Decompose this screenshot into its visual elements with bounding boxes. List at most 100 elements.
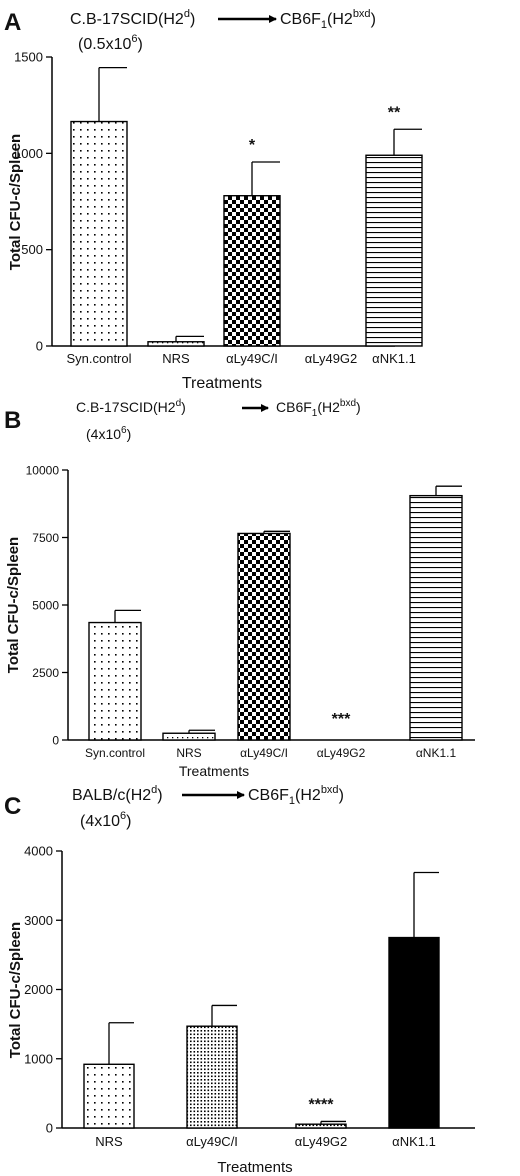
bar [83, 1063, 135, 1129]
donor-close: ) [181, 399, 186, 415]
bar [162, 732, 216, 741]
category-label: αLy49G2 [305, 351, 358, 366]
panel-header: BALB/c(H2d) [72, 784, 163, 804]
bar [409, 494, 463, 741]
y-axis-label: Total CFU-c/Spleen [5, 537, 22, 673]
significance-label: *** [332, 711, 351, 728]
x-axis-label: Treatments [182, 375, 262, 392]
chart-a: 0 500 1000 1500 Total CFU-c/Spleen Syn.contro… [7, 50, 423, 392]
category-label: NRS [162, 351, 190, 366]
bar [237, 532, 291, 741]
category-label: Syn.control [85, 746, 145, 760]
dose-text: (0.5x10 [78, 36, 131, 53]
recipient-close: ) [371, 11, 376, 28]
panel-letter: A [4, 9, 21, 36]
bar [295, 1123, 347, 1129]
dose-text: (4x10 [86, 426, 121, 442]
dose-sup: 6 [121, 425, 127, 436]
category-label: αNK1.1 [392, 1134, 436, 1149]
dose-label: (4x106) [80, 810, 131, 830]
recipient-mid: (H2 [295, 787, 321, 804]
recipient-sup: bxd [353, 8, 371, 20]
category-label: Syn.control [66, 351, 131, 366]
y-tick-label: 7500 [32, 531, 59, 545]
y-tick-label: 2500 [32, 666, 59, 680]
donor-sup: d [176, 398, 182, 409]
dose-label: (0.5x106) [78, 33, 143, 53]
y-axis-label: Total CFU-c/Spleen [7, 134, 24, 270]
bar [70, 120, 128, 347]
y-tick-label: 3000 [24, 913, 53, 928]
panel-header: C.B-17SCID(H2d) [70, 8, 195, 28]
category-label: αLy49G2 [295, 1134, 348, 1149]
chart-c: 0 1000 2000 3000 4000 Total CFU-c/Spleen NRS αL… [7, 844, 475, 1176]
dose-text: (4x10 [80, 813, 120, 830]
significance-label: ** [388, 104, 401, 121]
donor-label: C.B-17SCID(H2 [70, 11, 184, 28]
donor-sup: d [151, 784, 157, 796]
dose-sup: 6 [120, 810, 126, 822]
bar [223, 195, 281, 347]
category-label: αNK1.1 [416, 746, 457, 760]
category-label: αLy49C/I [226, 351, 278, 366]
bar [147, 341, 205, 347]
recipient-close: ) [339, 787, 344, 804]
donor-label: BALB/c(H2 [72, 787, 151, 804]
x-axis-label: Treatments [217, 1159, 292, 1176]
panel-c: C BALB/c(H2d) CB6F1(H2bxd) (4x106) 0 1000… [4, 784, 475, 1176]
recipient-close: ) [356, 399, 361, 415]
recipient-header: CB6F1(H2bxd) [248, 784, 344, 807]
recipient-label: CB6F [276, 399, 312, 415]
category-label: αNK1.1 [372, 351, 416, 366]
panel-letter: B [4, 407, 21, 434]
dose-label: (4x106) [86, 425, 131, 442]
panel-header: C.B-17SCID(H2d) [76, 398, 186, 415]
recipient-sub: 1 [289, 795, 295, 807]
dose-close: ) [138, 36, 143, 53]
recipient-header: CB6F1(H2bxd) [276, 398, 361, 419]
category-label: NRS [95, 1134, 123, 1149]
recipient-sub: 1 [321, 19, 327, 31]
significance-label: * [249, 137, 256, 154]
x-axis-label: Treatments [179, 763, 249, 779]
chart-b: 0 2500 5000 7500 10000 Total CFU-c/Spleen Syn.… [5, 464, 475, 779]
y-tick-label: 500 [21, 242, 43, 257]
dose-close: ) [126, 813, 131, 830]
bar [365, 154, 423, 347]
significance-label: **** [309, 1096, 335, 1113]
bar [88, 621, 142, 741]
dose-close: ) [127, 426, 132, 442]
recipient-sub: 1 [312, 408, 318, 419]
y-tick-label: 4000 [24, 844, 53, 859]
y-tick-label: 0 [46, 1121, 53, 1136]
recipient-label: CB6F [248, 787, 289, 804]
dose-sup: 6 [131, 33, 137, 45]
bar [186, 1025, 238, 1129]
category-label: αLy49C/I [240, 746, 288, 760]
donor-close: ) [190, 11, 195, 28]
recipient-sup: bxd [321, 784, 339, 796]
recipient-sup: bxd [340, 398, 356, 409]
y-tick-label: 1000 [14, 146, 43, 161]
panel-letter: C [4, 793, 21, 820]
donor-label: C.B-17SCID(H2 [76, 399, 176, 415]
y-tick-label: 2000 [24, 982, 53, 997]
bar [388, 936, 440, 1129]
panel-b: B C.B-17SCID(H2d) CB6F1(H2bxd) (4x106) 0… [4, 398, 475, 779]
y-tick-label: 1000 [24, 1051, 53, 1066]
donor-sup: d [184, 8, 190, 20]
recipient-label: CB6F [280, 11, 321, 28]
y-tick-label: 10000 [26, 464, 60, 478]
recipient-mid: (H2 [317, 399, 340, 415]
category-label: NRS [176, 746, 201, 760]
y-tick-label: 1500 [14, 50, 43, 65]
y-tick-label: 5000 [32, 599, 59, 613]
category-label: αLy49C/I [186, 1134, 238, 1149]
y-tick-label: 0 [36, 339, 43, 354]
panel-a: A C.B-17SCID(H2d) CB6F1(H2bxd) (0.5x106)… [4, 8, 423, 392]
donor-close: ) [157, 787, 162, 804]
y-axis-label: Total CFU-c/Spleen [7, 922, 24, 1058]
y-tick-label: 0 [52, 734, 59, 748]
category-label: αLy49G2 [317, 746, 366, 760]
